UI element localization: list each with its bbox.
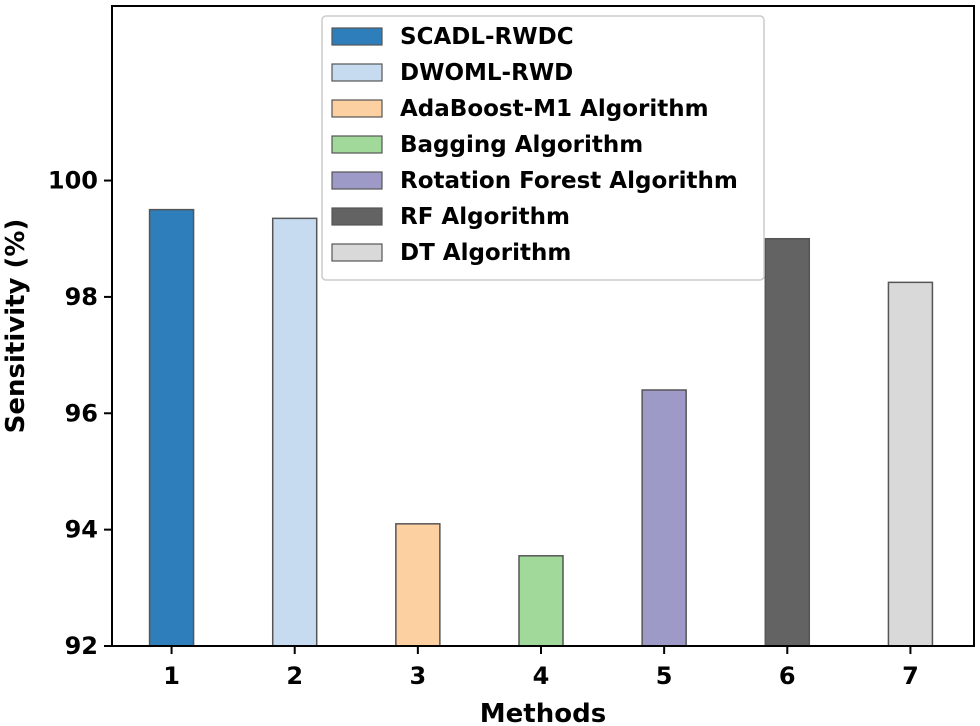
legend-label: DT Algorithm [400, 240, 571, 266]
y-axis-ticks: 92 94 96 98 100 [48, 167, 112, 660]
x-tick-label: 3 [410, 662, 427, 690]
x-tick-label: 2 [286, 662, 303, 690]
y-tick-label: 94 [65, 516, 98, 544]
bars-group [148, 208, 934, 647]
x-tick-label: 4 [533, 662, 550, 690]
plot-frame [111, 5, 975, 647]
y-tick-label: 100 [48, 167, 98, 195]
legend-label: SCADL-RWDC [400, 24, 574, 50]
y-tick-label: 96 [65, 399, 98, 427]
y-axis-title: Sensitivity (%) [1, 219, 31, 434]
x-tick-label: 5 [656, 662, 673, 690]
x-tick-label: 7 [902, 662, 919, 690]
legend-swatch [331, 207, 383, 226]
y-tick-label: 98 [65, 283, 98, 311]
bar-4 [518, 555, 564, 647]
legend-label: Rotation Forest Algorithm [400, 168, 738, 194]
legend-label: DWOML-RWD [400, 60, 573, 86]
bar-7 [887, 281, 934, 647]
legend-swatch [331, 171, 383, 190]
bar-5 [641, 389, 687, 647]
x-tick-label: 6 [779, 662, 796, 690]
bar-2 [271, 217, 318, 647]
legend-swatch [331, 135, 383, 154]
legend-label: RF Algorithm [400, 204, 570, 230]
legend-swatch [331, 243, 383, 262]
bar-3 [395, 523, 441, 647]
x-axis-ticks: 1 2 3 4 5 6 7 [163, 646, 919, 690]
x-tick-label: 1 [163, 662, 180, 690]
legend: SCADL-RWDC DWOML-RWD AdaBoost-M1 Algorithm… [321, 15, 765, 281]
legend-box [321, 15, 765, 281]
legend-label: AdaBoost-M1 Algorithm [400, 96, 709, 122]
legend-label: Bagging Algorithm [400, 132, 643, 158]
x-axis-title: Methods [480, 699, 606, 726]
bar-6 [764, 237, 811, 647]
legend-swatch [331, 99, 383, 118]
legend-swatch [331, 63, 383, 82]
legend-swatch [331, 27, 383, 46]
bar-1 [148, 208, 195, 647]
y-tick-label: 92 [65, 632, 98, 660]
